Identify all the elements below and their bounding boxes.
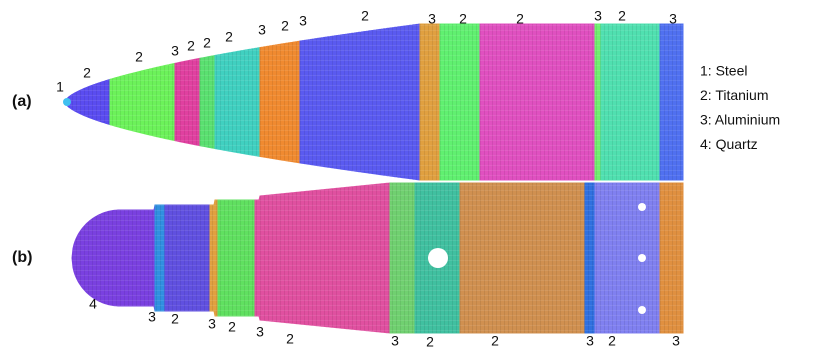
segment-number: 2	[618, 8, 626, 24]
segment-mesh	[390, 183, 415, 333]
segment-mesh	[595, 183, 660, 333]
hole	[428, 248, 448, 268]
hole	[638, 254, 646, 262]
page: (a)(b)1223222323232232343232323223231: S…	[0, 0, 814, 351]
segment-number: 3	[391, 333, 399, 349]
segment-number: 3	[299, 13, 307, 29]
segment-mesh	[72, 205, 155, 311]
segment-mesh	[660, 183, 683, 333]
segment-mesh	[110, 63, 175, 140]
segment-mesh	[460, 183, 585, 333]
hole	[638, 306, 646, 314]
segment-mesh	[440, 24, 480, 180]
segment-mesh	[420, 24, 440, 180]
segment-mesh	[601, 24, 660, 180]
models	[63, 24, 683, 333]
segment-number: 2	[187, 38, 195, 54]
segment-number: 3	[171, 43, 179, 59]
segment-number: 3	[256, 324, 264, 340]
segment-number: 2	[203, 35, 211, 51]
segment-number: 3	[208, 316, 216, 332]
segment-mesh	[65, 79, 110, 124]
legend-entry: 2: Titanium	[700, 87, 768, 103]
segment-mesh	[155, 205, 165, 311]
segment-mesh	[255, 183, 390, 333]
segment-number: 2	[135, 49, 143, 65]
segment-mesh	[210, 200, 218, 316]
segment-number: 3	[669, 11, 677, 27]
segment-mesh	[215, 48, 260, 157]
figure: (a)(b)1223222323232232343232323223231: S…	[0, 0, 814, 351]
panel-label: (a)	[12, 93, 32, 110]
segment-number: 2	[516, 11, 524, 27]
segment-number: 2	[491, 333, 499, 349]
segment-number: 2	[281, 18, 289, 34]
segment-mesh	[660, 24, 683, 180]
panel-label: (b)	[12, 249, 32, 266]
legend-entry: 3: Aluminium	[700, 112, 780, 128]
legend-entry: 4: Quartz	[700, 136, 758, 152]
segment-number: 2	[426, 334, 434, 350]
legend-entry: 1: Steel	[700, 63, 747, 79]
segment-number: 3	[594, 8, 602, 24]
segment-number: 2	[361, 8, 369, 24]
segment-number: 2	[459, 11, 467, 27]
segment-number: 2	[608, 333, 616, 349]
segment-number: 2	[286, 331, 294, 347]
segment-mesh	[200, 56, 215, 149]
segment-number: 2	[228, 319, 236, 335]
segment-mesh	[585, 183, 595, 333]
nose-tip	[63, 98, 71, 106]
segment-number: 4	[89, 296, 97, 312]
segment-number: 3	[428, 11, 436, 27]
segment-mesh	[218, 200, 255, 316]
segment-number: 3	[586, 333, 594, 349]
segment-mesh	[480, 24, 595, 180]
segment-number: 2	[225, 29, 233, 45]
segment-number: 1	[56, 79, 64, 95]
segment-number: 2	[83, 65, 91, 81]
segment-mesh	[165, 205, 210, 311]
segment-number: 3	[258, 22, 266, 38]
segment-number: 2	[171, 311, 179, 327]
segment-number: 3	[148, 309, 156, 325]
segment-mesh	[300, 24, 420, 180]
hole	[638, 203, 646, 211]
segment-mesh	[175, 58, 200, 145]
segment-mesh	[260, 41, 300, 163]
segment-number: 3	[672, 333, 680, 349]
segment-mesh	[595, 24, 601, 180]
